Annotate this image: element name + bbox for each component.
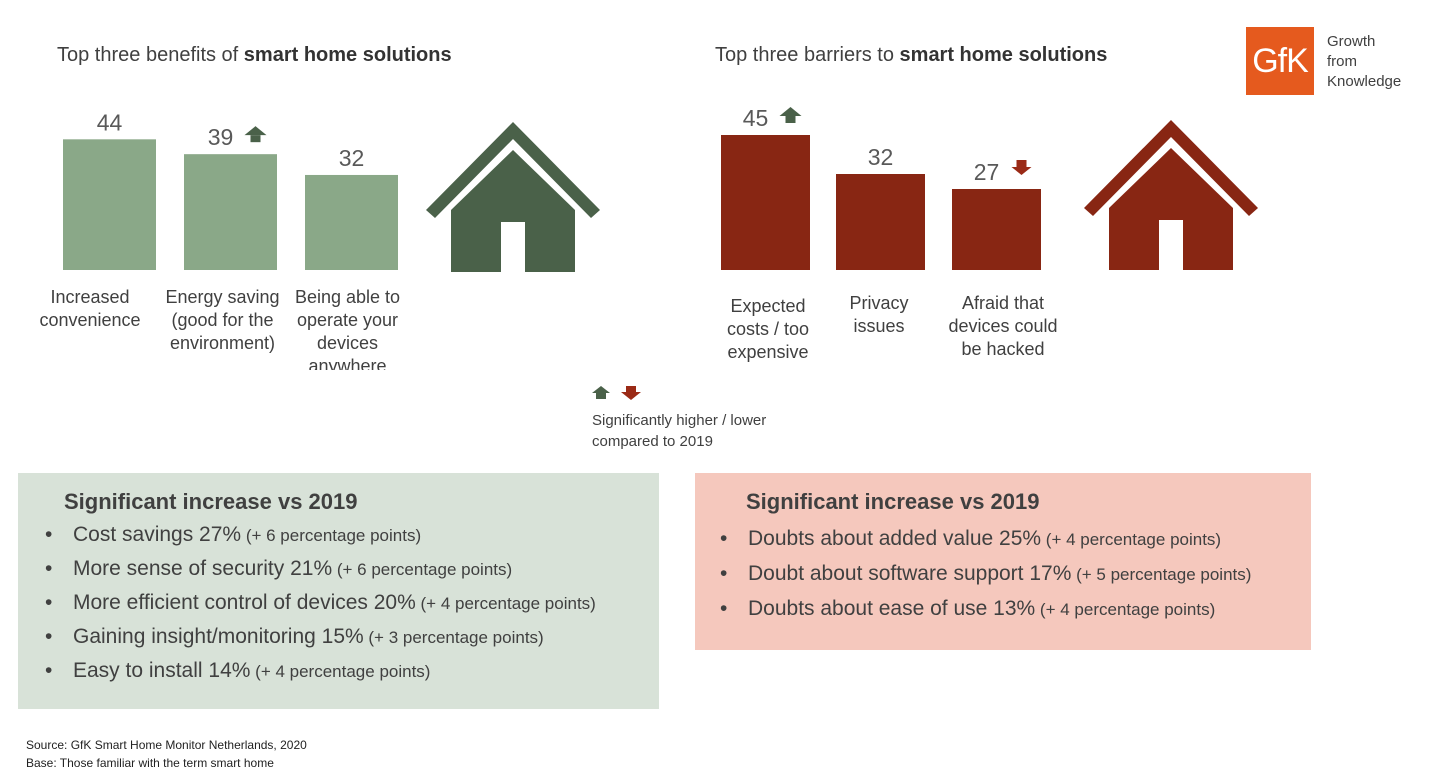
barrier-item: • Doubts about ease of use 13% (+ 4 perce…: [720, 597, 1251, 632]
barrier-item-note: (+ 4 percentage points): [1041, 530, 1222, 549]
barrier-item: • Doubts about added value 25% (+ 4 perce…: [720, 527, 1251, 562]
benefit-item-note: (+ 4 percentage points): [415, 594, 596, 613]
arrow-up-icon: [592, 386, 610, 399]
benefit-item-text: More efficient control of devices 20%: [73, 591, 416, 614]
benefit-item-note: (+ 3 percentage points): [363, 628, 544, 647]
benefits-bar-chart: 44 39 32: [63, 109, 600, 272]
barrier-increase-list: • Doubts about added value 25% (+ 4 perce…: [720, 527, 1252, 632]
benefit-item: • More sense of security 21% (+ 6 percent…: [45, 557, 596, 591]
benefit-item-text: More sense of security 21%: [73, 557, 333, 580]
bullet-icon: •: [720, 597, 728, 620]
bullet-icon: •: [45, 659, 53, 682]
arrow-down-icon: [1011, 160, 1032, 175]
benefit-box-heading: Significant increase vs 2019: [64, 489, 358, 514]
benefit-category-1: Increased convenience: [39, 287, 141, 330]
house-icon: [1084, 120, 1258, 270]
barrier-item-note: (+ 4 percentage points): [1035, 600, 1216, 619]
bar-1: [63, 139, 156, 270]
benefit-increase-list: • Cost savings 27% (+ 6 percentage points…: [45, 523, 596, 693]
barrier-category-3: Afraid that devices could be hacked: [948, 293, 1058, 359]
arrow-up-icon: [779, 107, 802, 123]
barrier-item-text: Doubts about added value 25%: [748, 527, 1042, 550]
gfk-logo: GfK: [1246, 27, 1314, 95]
legend-text: Significantly higher / lower compared to…: [592, 412, 767, 450]
bullet-icon: •: [45, 557, 53, 580]
base-note: Base: Those familiar with the term smart…: [26, 756, 274, 770]
data-label-1: 45: [743, 105, 769, 131]
logo-tagline: Growth from Knowledge: [1327, 33, 1402, 90]
bullet-icon: •: [45, 591, 53, 614]
bullet-icon: •: [45, 523, 53, 546]
benefit-item: • More efficient control of devices 20% (…: [45, 591, 596, 625]
bar-1: [721, 135, 810, 270]
arrow-down-icon: [621, 386, 641, 400]
footer: Source: GfK Smart Home Monitor Netherlan…: [26, 736, 307, 772]
barrier-item-note: (+ 5 percentage points): [1071, 565, 1252, 584]
barrier-category-2: Privacy issues: [849, 293, 909, 336]
benefit-item-note: (+ 6 percentage points): [332, 560, 513, 579]
benefit-increase-box: Significant increase vs 2019 • Cost savin…: [18, 473, 659, 709]
benefit-item-text: Cost savings 27%: [73, 523, 242, 546]
house-icon: [426, 122, 600, 272]
arrow-up-icon: [244, 126, 267, 143]
benefit-category-2: Energy saving (good for the environment): [165, 287, 280, 353]
barriers-bar-chart: 45 32 27: [721, 105, 1258, 270]
benefits-title: Top three benefits of smart home solutio…: [57, 44, 452, 66]
benefit-category-3: Being able to operate your devices anywh…: [294, 287, 401, 370]
benefit-item: • Cost savings 27% (+ 6 percentage points…: [45, 523, 596, 557]
barrier-increase-box: Significant increase vs 2019 • Doubts abo…: [695, 473, 1311, 650]
bar-3: [305, 174, 398, 270]
data-label-2: 32: [868, 144, 894, 170]
barrier-item: • Doubt about software support 17% (+ 5 p…: [720, 562, 1252, 597]
benefit-item-text: Gaining insight/monitoring 15%: [73, 625, 364, 648]
data-label-3: 32: [339, 145, 365, 171]
bullet-icon: •: [45, 625, 53, 648]
barrier-box-heading: Significant increase vs 2019: [746, 489, 1040, 514]
bar-3: [952, 189, 1041, 270]
bullet-icon: •: [720, 562, 728, 585]
barrier-category-1: Expected costs / too expensive: [726, 296, 810, 362]
benefit-item-note: (+ 4 percentage points): [250, 662, 431, 681]
benefit-item-text: Easy to install 14%: [73, 659, 251, 682]
data-label-1: 44: [97, 109, 123, 135]
data-label-3: 27: [974, 159, 1000, 185]
barriers-title: Top three barriers to smart home solutio…: [715, 44, 1108, 66]
bar-2: [184, 154, 277, 270]
benefit-item: • Gaining insight/monitoring 15% (+ 3 per…: [45, 625, 596, 659]
source-note: Source: GfK Smart Home Monitor Netherlan…: [26, 738, 307, 752]
bar-2: [836, 174, 925, 270]
barrier-item-text: Doubts about ease of use 13%: [748, 597, 1036, 620]
data-label-2: 39: [208, 124, 234, 150]
significance-legend: [592, 386, 641, 400]
bullet-icon: •: [720, 527, 728, 550]
benefit-item: • Easy to install 14% (+ 4 percentage poi…: [45, 659, 596, 693]
benefit-item-note: (+ 6 percentage points): [241, 526, 422, 545]
barrier-item-text: Doubt about software support 17%: [748, 562, 1072, 585]
